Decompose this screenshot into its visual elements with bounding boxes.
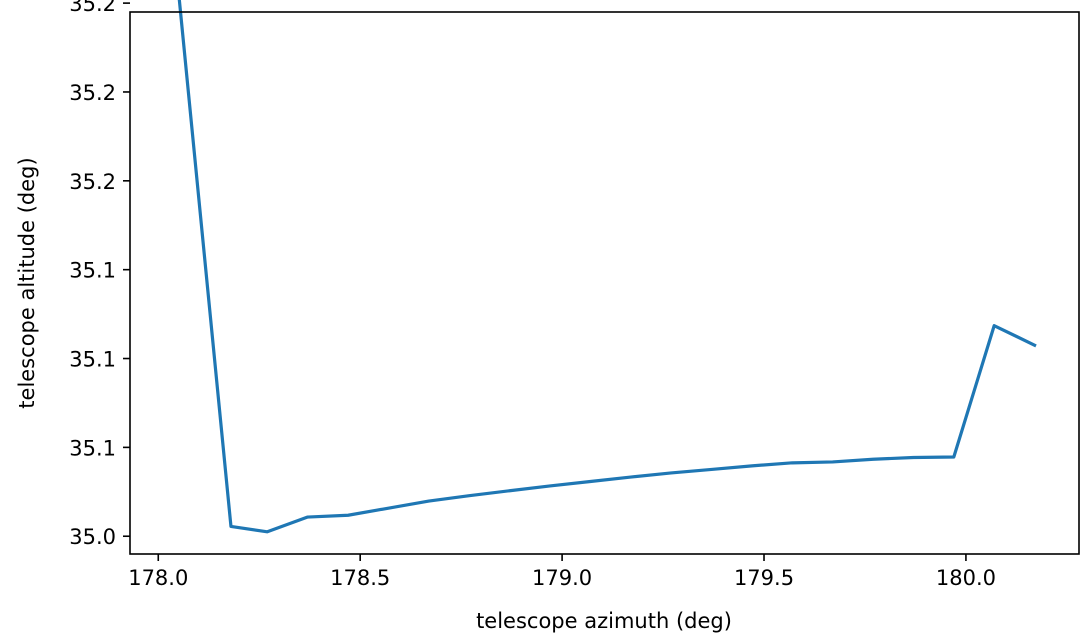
y-tick-label: 35.1	[69, 259, 116, 283]
axes: 178.0 178.5 179.0 179.5 180.0 35.0 35.1 35.1 35.…	[69, 0, 1080, 590]
x-tick-label: 178.5	[330, 566, 390, 590]
plot-frame	[129, 11, 1080, 555]
y-tick-label: 35.2	[69, 170, 116, 194]
y-tick-label: 35.2	[69, 0, 116, 16]
y-tick-label: 35.2	[69, 81, 116, 105]
x-tick-label: 178.0	[128, 566, 188, 590]
x-tick-label: 179.5	[734, 566, 794, 590]
x-tick-label: 180.0	[936, 566, 996, 590]
y-tick-label: 35.1	[69, 436, 116, 460]
y-tick-label: 35.0	[69, 525, 116, 549]
x-tick-label: 179.0	[532, 566, 592, 590]
y-tick-label: 35.1	[69, 348, 116, 372]
plot-area	[177, 0, 1037, 534]
y-axis-label: telescope altitude (deg)	[15, 157, 39, 408]
series-line-0	[177, 0, 1037, 534]
x-axis-label: telescope azimuth (deg)	[476, 609, 732, 633]
